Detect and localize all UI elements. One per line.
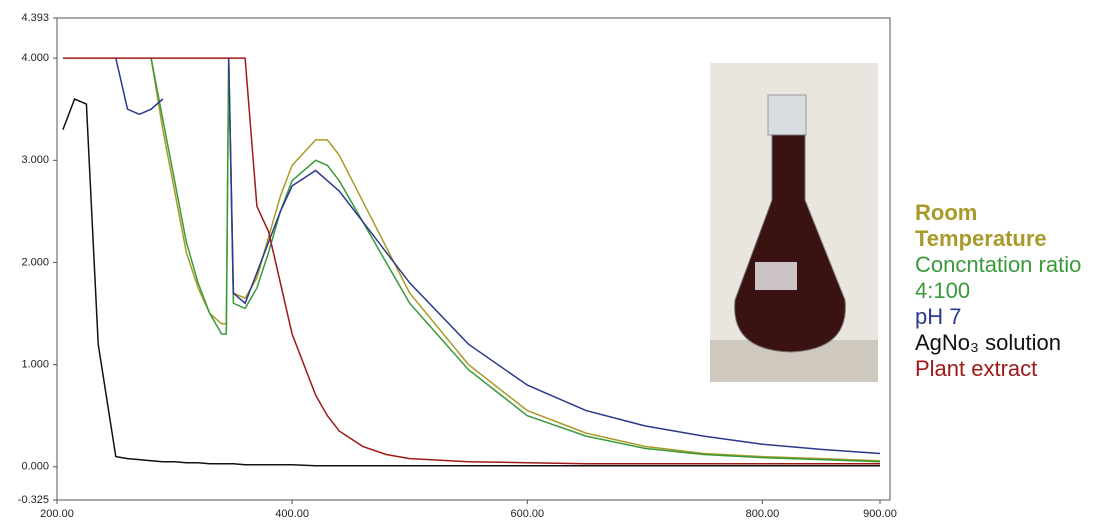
y-tick-label: 0.000: [21, 461, 49, 473]
y-tick-label: 1.000: [21, 359, 49, 371]
legend: Room Temperature Concntation ratio 4:100 p…: [915, 200, 1100, 382]
plot-frame: [56, 17, 891, 501]
series-line: [62, 98, 880, 467]
x-tick-label: 200.00: [40, 508, 74, 520]
y-tick-label: -0.325: [18, 494, 49, 506]
x-tick-label: 400.00: [275, 508, 309, 520]
series-line: [62, 57, 880, 465]
y-tick-label: 4.393: [21, 12, 49, 24]
y-tick-label: 3.000: [21, 154, 49, 166]
x-tick-label: 600.00: [510, 508, 544, 520]
flask-photo: [710, 63, 878, 382]
legend-entry: Plant extract: [915, 356, 1038, 381]
legend-entry: Room Temperature: [915, 200, 1047, 251]
flask-body: [734, 134, 846, 353]
legend-entry: pH 7: [915, 304, 962, 329]
x-tick-label: 800.00: [746, 508, 780, 520]
series-line: [115, 57, 881, 455]
x-tick-label: 900.00: [863, 508, 897, 520]
legend-entry: AgNo₃ solution: [915, 330, 1061, 355]
series-line: [150, 57, 881, 463]
y-tick-label: 2.000: [21, 256, 49, 268]
y-tick-label: 4.000: [21, 52, 49, 64]
flask-cap: [767, 94, 807, 136]
flask-label: [755, 262, 797, 290]
legend-entry: Concntation ratio 4:100: [915, 252, 1082, 303]
